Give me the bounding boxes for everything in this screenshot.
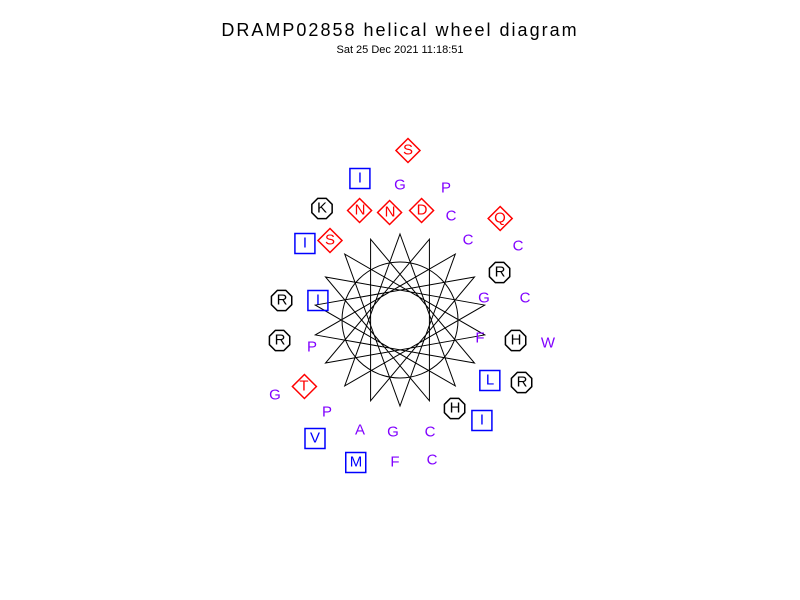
residue-label: R <box>275 332 286 349</box>
residue: P <box>322 404 332 421</box>
residue-label: P <box>322 404 332 421</box>
residue-label: C <box>425 424 436 441</box>
residue-label: I <box>480 412 484 429</box>
residue-label: R <box>277 292 288 309</box>
residue-label: I <box>303 235 307 252</box>
residue: G <box>394 177 406 194</box>
residue-label: N <box>385 204 396 221</box>
residue-label: C <box>446 208 457 225</box>
residue-label: C <box>427 452 438 469</box>
helical-wheel-svg <box>0 0 800 600</box>
residue: Q <box>494 210 506 227</box>
residue: C <box>427 452 438 469</box>
residue: R <box>517 374 528 391</box>
residue: C <box>446 208 457 225</box>
residue-label: G <box>478 290 490 307</box>
residue-label: R <box>495 264 506 281</box>
residue-label: S <box>325 232 335 249</box>
residue: A <box>355 422 365 439</box>
residue: C <box>513 238 524 255</box>
residue-label: R <box>517 374 528 391</box>
residue: N <box>355 202 366 219</box>
residue-label: F <box>390 454 399 471</box>
residue: T <box>299 378 308 395</box>
residue-label: W <box>541 335 555 352</box>
residue-label: C <box>520 290 531 307</box>
residue-label: H <box>511 332 522 349</box>
residue: S <box>403 142 413 159</box>
residue: I <box>358 170 362 187</box>
residue: P <box>441 180 451 197</box>
residue-label: N <box>355 202 366 219</box>
residue: G <box>478 290 490 307</box>
residue-label: P <box>307 339 317 356</box>
residue: R <box>275 332 286 349</box>
residue-label: S <box>403 142 413 159</box>
residue: I <box>316 292 320 309</box>
residue-label: L <box>486 372 494 389</box>
residue: F <box>475 330 484 347</box>
residue: H <box>450 400 461 417</box>
residue: C <box>463 232 474 249</box>
residue: W <box>541 335 555 352</box>
residue: V <box>310 430 320 447</box>
residue-label: C <box>463 232 474 249</box>
residue-label: F <box>475 330 484 347</box>
residue-label: P <box>441 180 451 197</box>
residue-label: T <box>299 378 308 395</box>
residue: N <box>385 204 396 221</box>
residue: G <box>387 424 399 441</box>
residue-label: G <box>387 424 399 441</box>
residue: G <box>269 387 281 404</box>
residue-label: I <box>316 292 320 309</box>
residue-label: G <box>269 387 281 404</box>
residue-label: M <box>350 454 363 471</box>
residue-label: I <box>358 170 362 187</box>
residue-label: A <box>355 422 365 439</box>
residue: P <box>307 339 317 356</box>
residue: C <box>520 290 531 307</box>
residue-label: C <box>513 238 524 255</box>
residue-label: K <box>317 200 327 217</box>
residue: I <box>303 235 307 252</box>
residue: F <box>390 454 399 471</box>
residue: M <box>350 454 363 471</box>
residue-label: D <box>417 202 428 219</box>
residue: R <box>495 264 506 281</box>
residue: H <box>511 332 522 349</box>
residue: L <box>486 372 494 389</box>
residue: R <box>277 292 288 309</box>
residue: K <box>317 200 327 217</box>
residue-label: G <box>394 177 406 194</box>
residue: I <box>480 412 484 429</box>
residue-label: V <box>310 430 320 447</box>
residue-label: Q <box>494 210 506 227</box>
residue: C <box>425 424 436 441</box>
residue: D <box>417 202 428 219</box>
residue: S <box>325 232 335 249</box>
residue-label: H <box>450 400 461 417</box>
